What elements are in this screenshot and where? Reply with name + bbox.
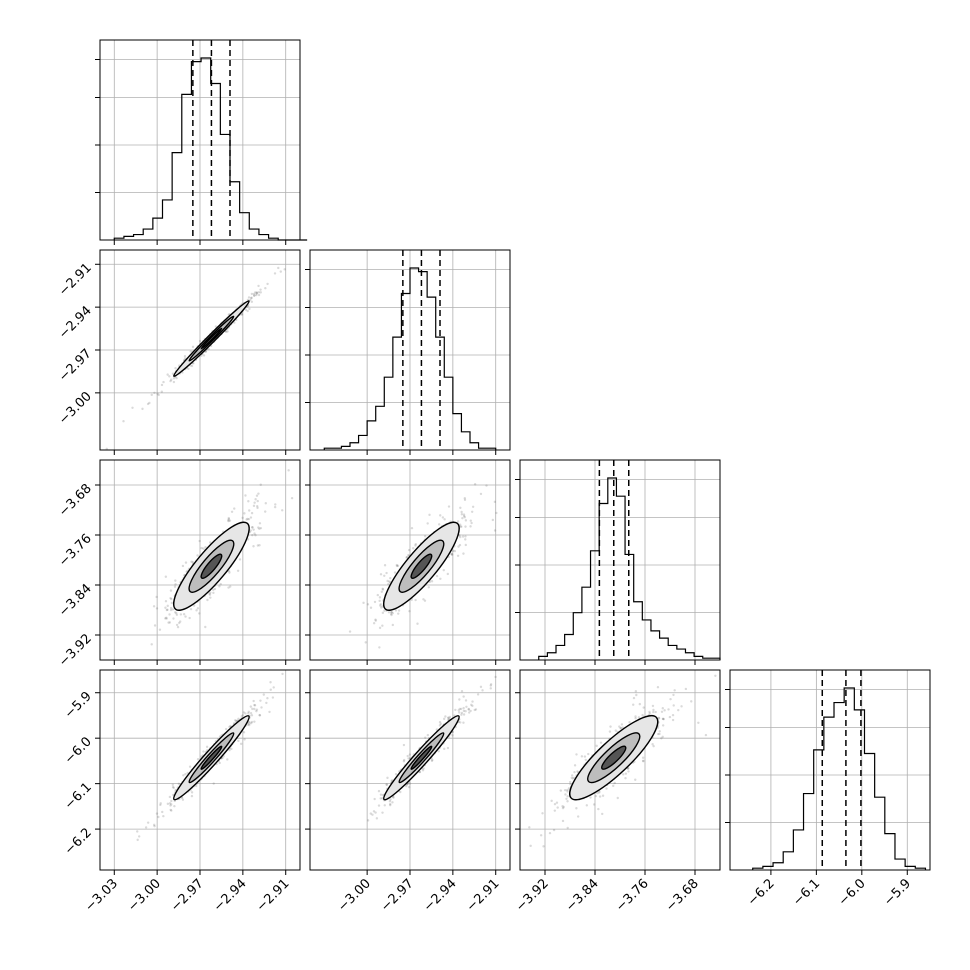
y-tick-label: −5.9: [62, 689, 95, 722]
density-contour-3: [200, 327, 223, 350]
scatter-panel-1-3: −3.00 −2.97 −2.94 −2.91: [305, 669, 511, 915]
x-tick-label: −3.00: [335, 876, 374, 915]
panel-frame: [519, 669, 721, 871]
x-tick-label: −3.68: [663, 876, 702, 915]
points-1-3: [366, 675, 497, 822]
x-tick-label: −5.9: [881, 876, 914, 909]
x-tick-label: −3.76: [613, 876, 652, 915]
x-tick-label: −2.94: [211, 876, 250, 915]
histogram-panel-3: −6.2 −6.1 −6.0 −5.9: [725, 669, 931, 909]
density-contour-3: [200, 553, 223, 579]
histogram-step-2: [538, 477, 721, 660]
scatter-panel-0-3: −3.03 −3.00 −2.97 −2.94 −2.91 −5.9 −6.0 −6.1 −6.…: [62, 669, 301, 915]
points-0-2: [150, 469, 294, 646]
y-tick-label: −3.84: [56, 581, 95, 620]
density-contour-3: [410, 745, 433, 770]
y-tick-label: −3.76: [56, 531, 95, 570]
panel-frame: [729, 669, 931, 871]
density-contour-3: [410, 553, 433, 579]
x-tick-label: −6.1: [790, 876, 823, 909]
histogram-step-3: [752, 687, 927, 870]
points-1-2: [348, 483, 498, 649]
y-tick-label: −2.91: [56, 261, 95, 300]
x-tick-label: −2.97: [378, 876, 417, 915]
x-tick-label: −6.2: [745, 876, 778, 909]
histogram-panel-2: [515, 459, 721, 665]
x-tick-label: −3.84: [563, 876, 602, 915]
points-0-1: [105, 266, 286, 450]
histogram-panel-0: [95, 39, 308, 245]
histogram-panel-1: [305, 249, 511, 455]
x-tick-label: −2.91: [464, 876, 503, 915]
x-tick-label: −2.91: [254, 876, 293, 915]
y-tick-label: −2.97: [56, 346, 95, 385]
y-tick-label: −6.1: [62, 780, 95, 813]
panel-frame: [519, 459, 721, 661]
points-0-3: [136, 672, 284, 842]
x-tick-label: −3.92: [513, 876, 552, 915]
density-contour-3: [601, 745, 627, 770]
x-tick-label: −3.03: [82, 876, 121, 915]
histogram-step-1: [323, 267, 497, 450]
y-tick-label: −3.68: [56, 481, 95, 520]
y-tick-label: −3.00: [56, 389, 95, 428]
histogram-step-0: [113, 57, 308, 241]
scatter-panel-0-2: −3.68 −3.76 −3.84 −3.92: [56, 459, 301, 670]
points-2-3: [528, 674, 717, 848]
x-tick-label: −3.00: [125, 876, 164, 915]
y-tick-label: −2.94: [56, 303, 95, 342]
x-tick-label: −2.94: [421, 876, 460, 915]
y-tick-label: −6.0: [62, 734, 95, 767]
x-tick-label: −6.0: [836, 876, 869, 909]
scatter-panel-0-1: −2.91−2.94 −2.97 −3.00: [56, 249, 301, 455]
x-tick-label: −2.97: [168, 876, 207, 915]
density-contour-3: [200, 745, 223, 770]
y-tick-label: −3.92: [56, 631, 95, 670]
y-tick-label: −6.2: [62, 825, 95, 858]
scatter-panel-2-3: −3.92 −3.84 −3.76 −3.68: [513, 669, 721, 915]
scatter-panel-1-2: [305, 459, 511, 665]
